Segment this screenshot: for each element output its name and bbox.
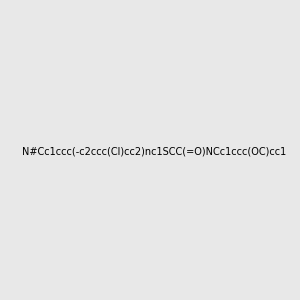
Text: N#Cc1ccc(-c2ccc(Cl)cc2)nc1SCC(=O)NCc1ccc(OC)cc1: N#Cc1ccc(-c2ccc(Cl)cc2)nc1SCC(=O)NCc1ccc… [22,146,286,157]
